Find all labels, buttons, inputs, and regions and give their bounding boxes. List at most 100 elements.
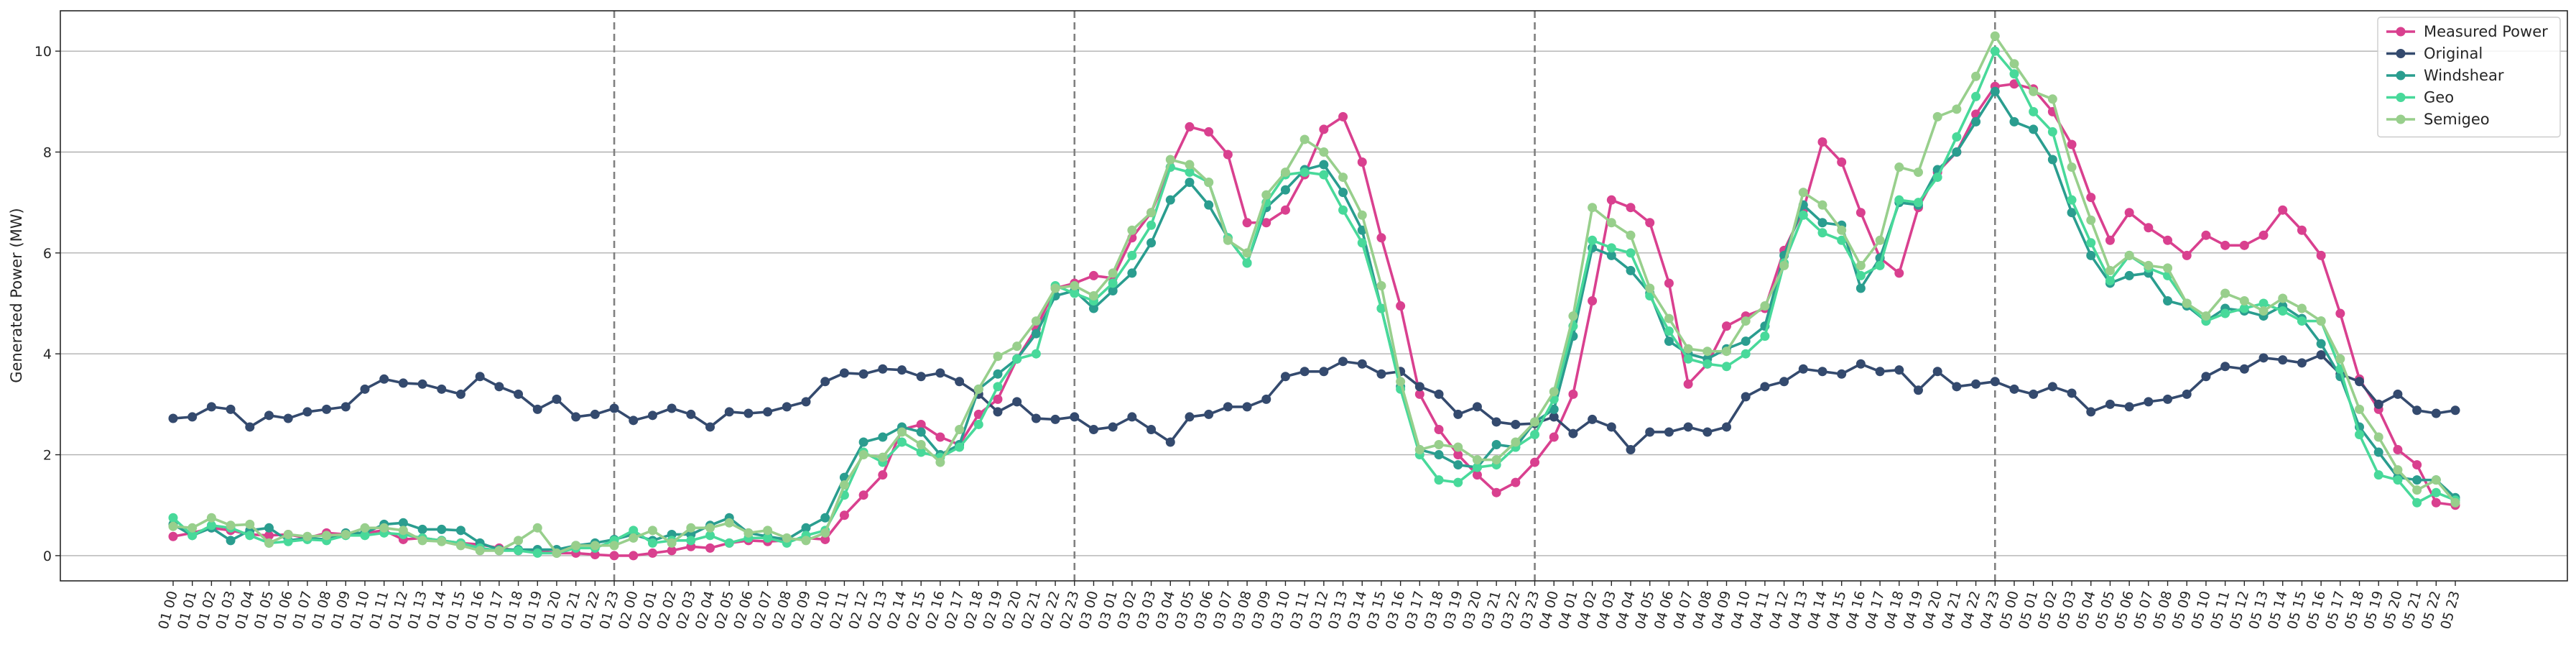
data-point bbox=[1626, 445, 1636, 455]
data-point bbox=[1242, 402, 1252, 412]
data-point bbox=[1606, 195, 1616, 205]
data-point bbox=[1204, 200, 1214, 210]
data-point bbox=[1875, 367, 1885, 377]
data-point bbox=[1817, 228, 1827, 238]
data-point bbox=[1165, 437, 1175, 447]
data-point bbox=[2067, 139, 2077, 150]
data-point bbox=[2124, 402, 2134, 412]
data-point bbox=[2239, 364, 2249, 374]
data-point bbox=[1261, 218, 1271, 228]
data-point bbox=[2047, 155, 2057, 165]
data-point bbox=[1741, 349, 1751, 359]
data-point bbox=[2239, 296, 2249, 306]
data-point bbox=[1108, 422, 1118, 432]
data-point bbox=[667, 546, 677, 556]
data-point bbox=[168, 521, 178, 531]
data-point bbox=[609, 551, 619, 561]
data-point bbox=[955, 424, 965, 434]
data-point bbox=[2297, 303, 2307, 313]
data-point bbox=[1722, 422, 1731, 432]
data-point bbox=[1664, 313, 1674, 324]
data-point bbox=[1357, 238, 1367, 248]
data-point bbox=[686, 536, 696, 546]
data-point bbox=[1971, 379, 1981, 389]
data-point bbox=[1913, 198, 1923, 208]
data-point bbox=[1146, 238, 1157, 248]
data-point bbox=[973, 409, 983, 419]
data-point bbox=[820, 528, 830, 538]
data-point bbox=[878, 452, 888, 462]
data-point bbox=[532, 404, 542, 414]
data-point bbox=[1798, 210, 1808, 220]
data-point bbox=[667, 538, 677, 548]
data-point bbox=[417, 536, 427, 546]
data-point bbox=[340, 402, 351, 412]
data-point bbox=[2412, 485, 2422, 495]
data-point bbox=[1338, 205, 1348, 215]
data-point bbox=[2182, 298, 2192, 308]
data-point bbox=[2220, 288, 2230, 298]
legend-label: Measured Power bbox=[2424, 23, 2548, 40]
data-point bbox=[647, 526, 657, 536]
data-point bbox=[2201, 311, 2211, 321]
data-point bbox=[1702, 427, 1713, 437]
data-point bbox=[206, 402, 216, 412]
data-point bbox=[2355, 404, 2365, 414]
data-point bbox=[1434, 424, 1444, 434]
data-point bbox=[2009, 384, 2019, 394]
data-point bbox=[2067, 388, 2077, 398]
data-point bbox=[1434, 389, 1444, 399]
data-point bbox=[2412, 405, 2422, 416]
legend-label: Original bbox=[2424, 45, 2483, 63]
data-point bbox=[1760, 301, 1770, 311]
data-point bbox=[379, 523, 389, 533]
data-point bbox=[2355, 429, 2365, 439]
data-point bbox=[993, 407, 1003, 417]
data-point bbox=[1855, 270, 1866, 280]
data-point bbox=[1606, 422, 1616, 432]
data-point bbox=[858, 369, 868, 379]
data-point bbox=[1683, 422, 1693, 432]
data-point bbox=[1070, 412, 1080, 422]
data-point bbox=[1588, 414, 1598, 424]
data-point bbox=[686, 409, 696, 419]
data-point bbox=[1453, 409, 1463, 419]
data-point bbox=[629, 533, 639, 543]
data-point bbox=[1453, 477, 1463, 487]
data-point bbox=[820, 534, 830, 544]
data-point bbox=[1760, 382, 1770, 392]
data-point bbox=[2105, 235, 2115, 245]
data-point bbox=[1127, 225, 1137, 235]
data-point bbox=[1491, 440, 1501, 450]
data-point bbox=[2393, 475, 2403, 485]
data-point bbox=[1472, 470, 1482, 480]
data-point bbox=[2278, 205, 2288, 215]
day-separator-layer bbox=[613, 11, 1996, 581]
data-point bbox=[264, 523, 274, 533]
data-point bbox=[2258, 353, 2269, 363]
data-point bbox=[1683, 379, 1693, 389]
data-point bbox=[1338, 357, 1348, 367]
y-tick-label: 2 bbox=[43, 448, 52, 464]
data-point bbox=[1549, 404, 1559, 414]
data-point bbox=[1146, 208, 1157, 218]
data-point bbox=[2278, 306, 2288, 316]
data-point bbox=[226, 404, 236, 414]
data-point bbox=[1376, 233, 1386, 243]
data-point bbox=[916, 440, 926, 450]
data-point bbox=[206, 520, 216, 531]
data-point bbox=[2029, 389, 2039, 399]
data-point bbox=[1990, 86, 2000, 96]
data-point bbox=[494, 382, 504, 392]
data-point bbox=[360, 523, 370, 533]
series-semigeo bbox=[168, 31, 2460, 558]
data-point bbox=[916, 419, 926, 429]
data-point bbox=[1185, 178, 1195, 188]
data-point bbox=[1645, 283, 1655, 293]
data-point bbox=[839, 510, 849, 520]
data-point bbox=[2047, 382, 2057, 392]
data-point bbox=[2201, 230, 2211, 240]
data-point bbox=[322, 404, 332, 414]
legend-label: Semigeo bbox=[2424, 111, 2490, 128]
